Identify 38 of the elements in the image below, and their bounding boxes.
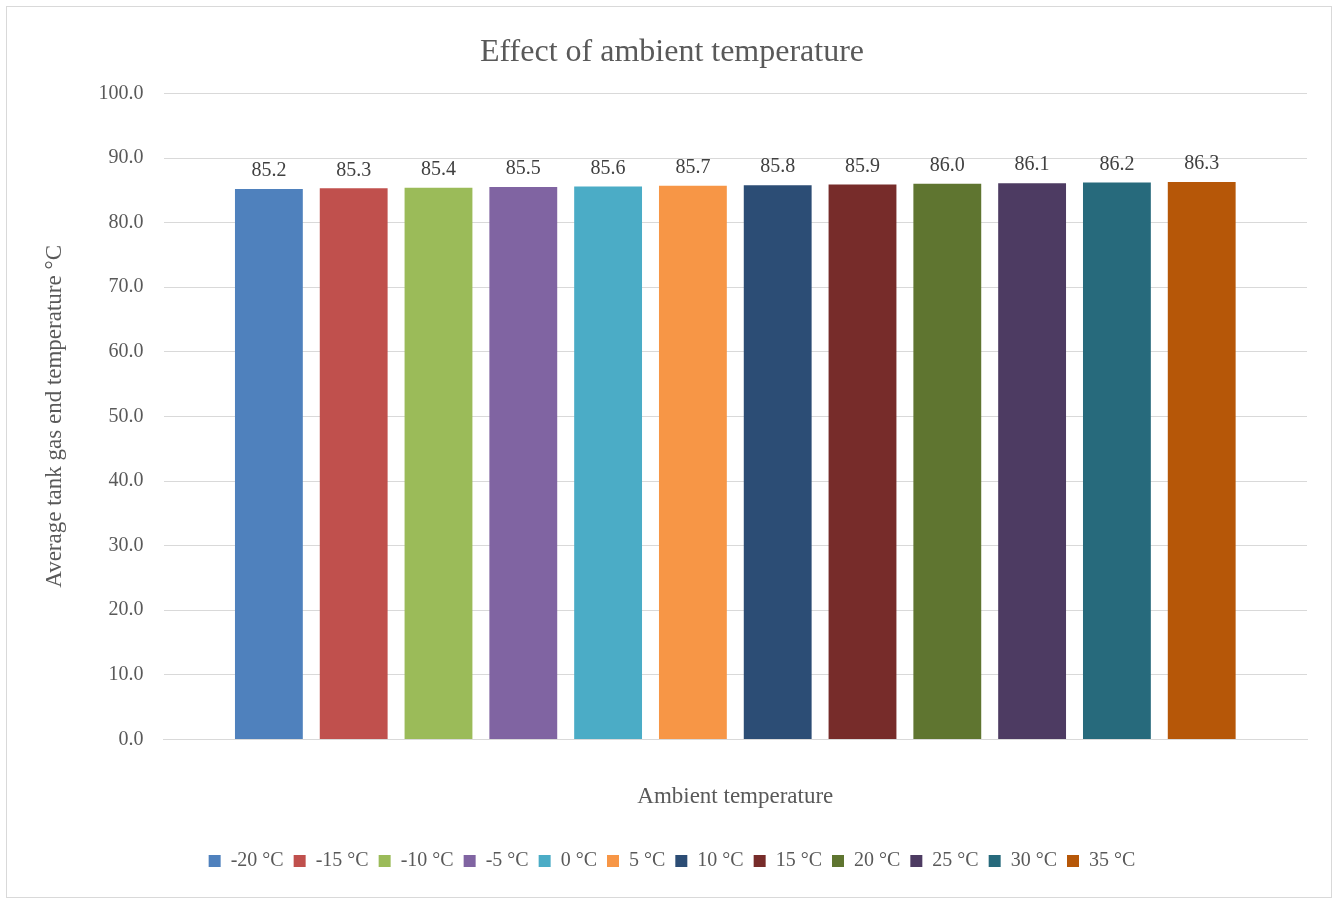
y-tick-label: 10.0	[108, 662, 144, 685]
data-label: 85.8	[760, 154, 796, 177]
y-tick-label: 90.0	[108, 145, 144, 168]
data-label: 85.9	[845, 153, 880, 176]
data-label: 85.3	[336, 157, 372, 180]
y-tick-label: 70.0	[108, 274, 144, 297]
data-label: 86.2	[1099, 151, 1135, 174]
y-axis-title: Average tank gas end temperature °C	[40, 245, 66, 588]
legend-label: 15 °C	[775, 848, 822, 871]
data-label: 85.7	[675, 155, 711, 178]
data-label: 86.0	[929, 153, 965, 176]
legend-label: 30 °C	[1010, 848, 1058, 871]
data-label: 85.5	[505, 156, 541, 179]
y-tick-label: 50.0	[108, 403, 144, 426]
legend-label: 25 °C	[932, 848, 979, 871]
y-tick-label: 20.0	[108, 597, 144, 620]
legend-label: 20 °C	[854, 848, 901, 871]
y-tick-label: 0.0	[118, 726, 144, 749]
data-label: 85.4	[420, 156, 456, 179]
y-tick-label: 60.0	[108, 339, 144, 362]
data-label: 85.6	[590, 155, 626, 178]
legend-label: 10 °C	[697, 848, 744, 871]
data-label: 86.1	[1014, 152, 1050, 175]
legend-label: -5 °C	[485, 848, 529, 871]
data-label: 85.2	[251, 158, 287, 181]
y-tick-label: 40.0	[108, 468, 144, 491]
legend-label: 5 °C	[628, 848, 666, 871]
legend-label: 35 °C	[1089, 848, 1136, 871]
y-tick-label: 100.0	[98, 80, 144, 103]
y-tick-label: 80.0	[108, 209, 144, 232]
y-tick-label: 30.0	[108, 532, 144, 555]
legend-label: -10 °C	[400, 848, 454, 871]
legend-label: -15 °C	[315, 848, 369, 871]
legend-label: -20 °C	[230, 848, 284, 871]
x-axis-title: Ambient temperature	[637, 783, 834, 809]
legend-label: 0 °C	[560, 848, 597, 871]
data-label: 86.3	[1184, 151, 1220, 174]
chart-title: Effect of ambient temperature	[479, 31, 865, 68]
